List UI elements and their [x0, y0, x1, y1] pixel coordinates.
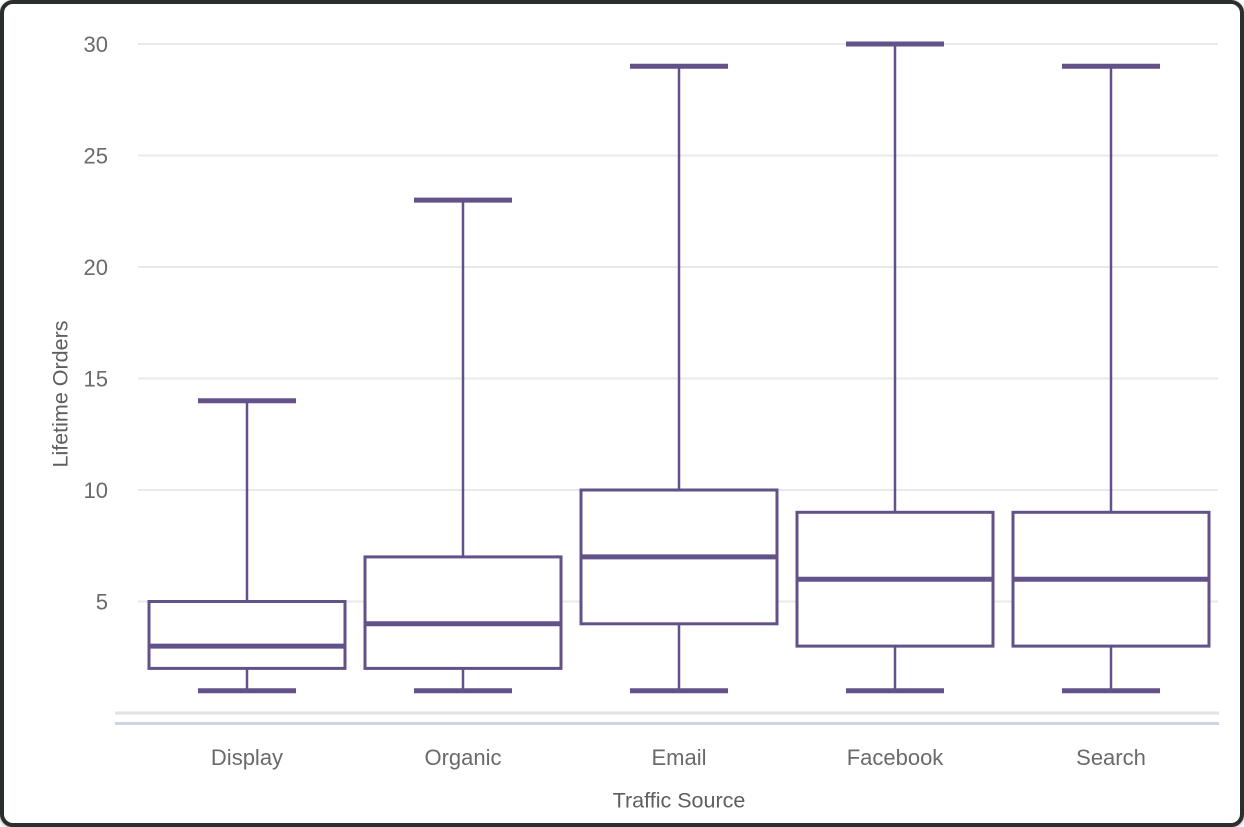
y-axis-title: Lifetime Orders [48, 320, 73, 468]
box-group-email[interactable] [579, 63, 779, 694]
box-group-search[interactable] [1011, 63, 1211, 694]
iqr-box [363, 555, 563, 670]
iqr-box [147, 600, 347, 670]
box-group-display[interactable] [147, 398, 347, 694]
y-tick-label: 30 [84, 32, 108, 57]
box-group-organic[interactable] [363, 197, 563, 694]
x-category-label: Facebook [847, 745, 945, 770]
y-tick-label: 5 [96, 590, 108, 615]
x-category-label: Email [651, 745, 706, 770]
x-category-label: Search [1076, 745, 1146, 770]
y-tick-label: 15 [84, 367, 108, 392]
x-category-label: Display [211, 745, 283, 770]
x-axis-title: Traffic Source [612, 788, 746, 813]
y-tick-label: 25 [84, 144, 108, 169]
y-tick-label: 20 [84, 255, 108, 280]
x-category-label: Organic [424, 745, 501, 770]
boxplot-chart: 5 10 15 20 25 30 Display Organic Email Facebook Se… [84, 32, 1219, 770]
y-tick-label: 10 [84, 478, 108, 503]
box-group-facebook[interactable] [795, 41, 995, 694]
